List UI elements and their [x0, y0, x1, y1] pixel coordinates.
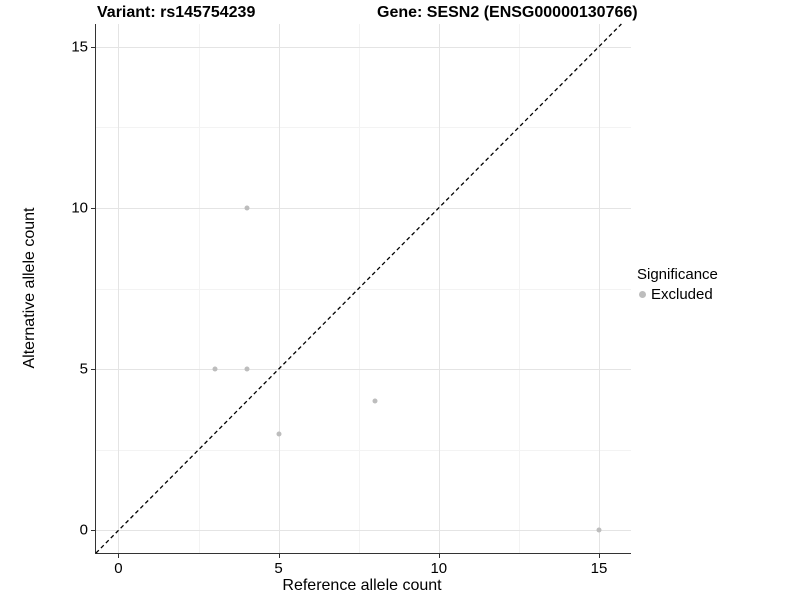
x-tick-label: 0: [114, 560, 123, 577]
y-major-gridline: [96, 369, 631, 371]
y-axis-tick: [91, 530, 96, 532]
plot-title-variant: Variant: rs145754239: [97, 4, 256, 21]
x-axis-tick: [598, 553, 600, 558]
data-point: [244, 366, 250, 372]
x-axis-title: Reference allele count: [282, 577, 442, 594]
legend: Significance Excluded: [637, 266, 718, 303]
plot-title-gene: Gene: SESN2 (ENSG00000130766): [377, 4, 638, 21]
x-major-gridline: [278, 24, 280, 553]
x-axis-tick: [278, 553, 280, 558]
y-tick-label: 0: [79, 521, 88, 539]
y-tick-label: 5: [79, 360, 88, 378]
y-tick-label: 10: [71, 199, 88, 217]
y-major-gridline: [96, 207, 631, 209]
y-minor-gridline: [96, 288, 631, 290]
data-point: [596, 527, 602, 533]
legend-item-label: Excluded: [651, 286, 713, 303]
legend-title: Significance: [637, 266, 718, 283]
x-axis-tick: [438, 553, 440, 558]
y-axis-tick: [91, 207, 96, 209]
x-axis-tick: [118, 553, 120, 558]
data-point: [372, 398, 378, 404]
y-minor-gridline: [96, 127, 631, 129]
y-major-gridline: [96, 530, 631, 532]
identity-dashed-line: [95, 23, 622, 554]
plot-panel: 0 5 10 15 0 5 10 15: [71, 23, 631, 577]
x-major-gridline: [598, 24, 600, 553]
y-minor-gridline: [96, 449, 631, 451]
x-tick-label: 15: [590, 560, 608, 577]
excluded-point-icon: [639, 291, 646, 298]
x-major-gridline: [118, 24, 120, 553]
legend-item-excluded: Excluded: [637, 286, 718, 303]
data-point: [244, 205, 250, 211]
x-tick-label: 5: [274, 560, 283, 577]
x-tick-label: 10: [430, 560, 448, 577]
data-point: [212, 366, 218, 372]
x-major-gridline: [438, 24, 440, 553]
data-point: [276, 431, 282, 437]
y-axis-tick: [91, 369, 96, 371]
y-axis-title: Alternative allele count: [21, 207, 38, 369]
y-tick-label: 15: [71, 38, 88, 56]
y-major-gridline: [96, 46, 631, 48]
y-axis-tick: [91, 46, 96, 48]
